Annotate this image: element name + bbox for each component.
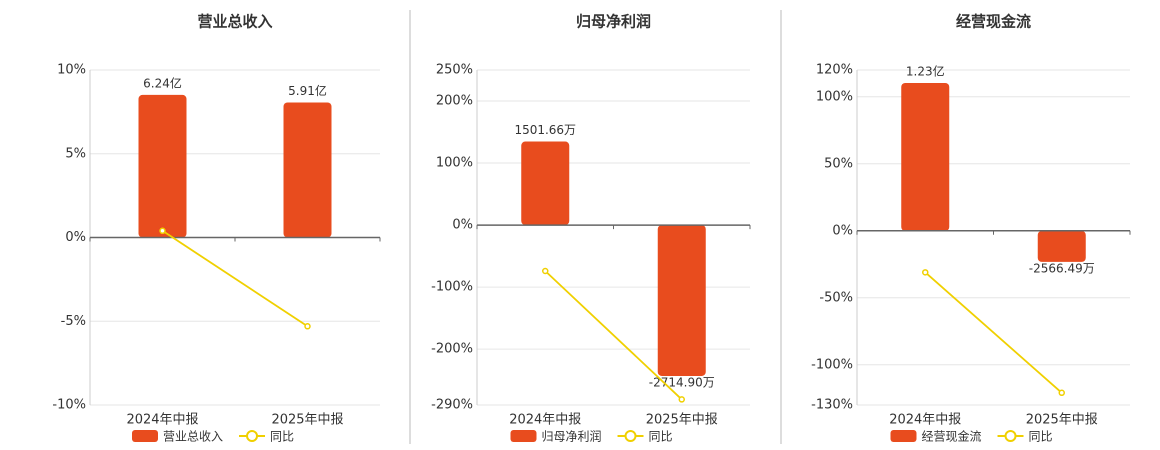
- chart-title: 经营现金流: [956, 13, 1031, 31]
- y-tick-label: 250%: [436, 63, 473, 78]
- bar: [901, 82, 950, 232]
- y-tick-label: -10%: [52, 398, 86, 413]
- y-tick-label: 100%: [816, 89, 853, 104]
- data-label: -2566.49万: [1029, 261, 1095, 275]
- y-tick-label: -100%: [431, 280, 473, 295]
- line: [544, 270, 683, 401]
- legend-swatch: [510, 430, 537, 442]
- legend-label: 同比: [270, 430, 294, 444]
- y-tick-label: -130%: [811, 398, 853, 413]
- legend-label: 同比: [1029, 430, 1053, 444]
- line: [162, 230, 308, 328]
- line-marker: [922, 269, 929, 276]
- y-tick-label: -5%: [61, 314, 86, 329]
- x-tick-label: 2024年中报: [126, 413, 198, 428]
- x-tick-label: 2025年中报: [1026, 413, 1098, 428]
- y-tick-label: 0%: [832, 223, 853, 238]
- bar: [1037, 231, 1086, 262]
- y-tick-label: 0%: [65, 230, 86, 245]
- y-tick-label: -100%: [811, 357, 853, 372]
- data-label: 1.23亿: [906, 63, 945, 78]
- data-label: 6.24亿: [143, 75, 182, 90]
- y-tick-label: 200%: [436, 94, 473, 109]
- legend-label: 同比: [649, 430, 673, 444]
- bar: [283, 102, 332, 238]
- x-tick-label: 2025年中报: [646, 413, 718, 428]
- legend-swatch: [1004, 430, 1017, 442]
- x-tick-label: 2024年中报: [889, 413, 961, 428]
- y-tick-label: -200%: [431, 342, 473, 357]
- legend-swatch: [246, 430, 259, 442]
- bar: [138, 94, 187, 238]
- data-label: 5.91亿: [288, 83, 327, 98]
- line-marker: [1058, 389, 1065, 397]
- y-tick-label: 50%: [824, 156, 853, 171]
- y-tick-label: 10%: [57, 63, 86, 78]
- y-tick-label: 100%: [436, 156, 473, 171]
- line-marker: [678, 396, 685, 403]
- bar: [521, 141, 570, 226]
- chart-title: 归母净利润: [576, 13, 651, 31]
- chart-title: 营业总收入: [197, 13, 272, 31]
- y-tick-label: -50%: [819, 290, 853, 305]
- bar: [657, 225, 706, 376]
- legend-label: 营业总收入: [163, 430, 223, 444]
- data-label: 1501.66万: [514, 123, 576, 137]
- legend-swatch: [624, 430, 637, 442]
- y-tick-label: 5%: [65, 146, 86, 161]
- legend-label: 经营现金流: [922, 429, 982, 444]
- x-tick-label: 2025年中报: [271, 413, 343, 428]
- y-tick-label: 120%: [816, 63, 853, 78]
- legend-swatch: [132, 430, 158, 442]
- y-tick-label: -290%: [431, 398, 473, 413]
- line-marker: [159, 227, 166, 235]
- legend-label: 归母净利润: [542, 430, 602, 444]
- line-marker: [304, 323, 311, 330]
- legend-swatch: [890, 430, 917, 442]
- line: [924, 271, 1063, 394]
- line-marker: [542, 267, 549, 275]
- x-tick-label: 2024年中报: [509, 413, 581, 428]
- data-label: -2714.90万: [649, 375, 715, 389]
- y-tick-label: 0%: [452, 218, 473, 233]
